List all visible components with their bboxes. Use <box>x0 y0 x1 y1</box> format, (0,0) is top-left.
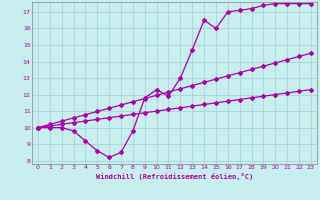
X-axis label: Windchill (Refroidissement éolien,°C): Windchill (Refroidissement éolien,°C) <box>96 173 253 180</box>
